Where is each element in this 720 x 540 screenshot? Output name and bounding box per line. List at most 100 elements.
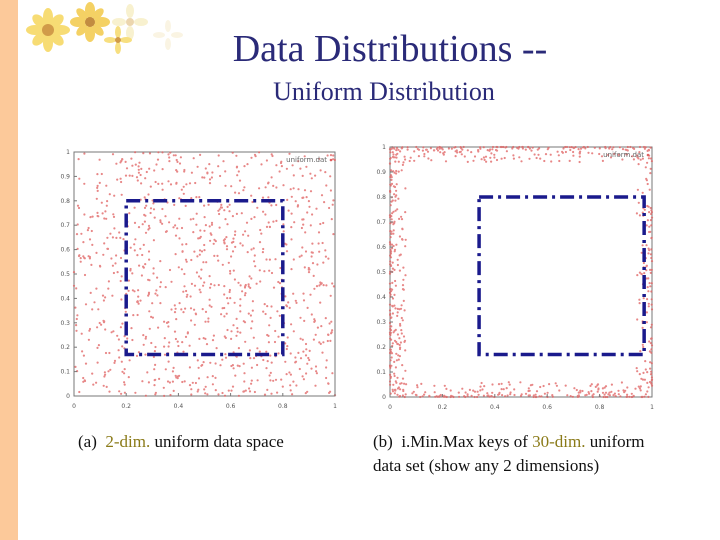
data-point <box>307 271 311 274</box>
data-point <box>631 155 634 158</box>
data-point <box>201 176 204 179</box>
data-point <box>322 284 325 287</box>
data-point <box>625 153 629 156</box>
data-point <box>609 156 613 159</box>
data-point <box>303 266 306 269</box>
data-point <box>645 224 648 227</box>
data-point <box>455 149 458 152</box>
data-point <box>92 383 95 386</box>
data-point <box>118 356 121 359</box>
data-point <box>306 306 309 309</box>
data-point <box>639 385 642 388</box>
data-point <box>156 294 159 297</box>
data-point <box>154 363 157 366</box>
data-point <box>193 308 196 311</box>
data-point <box>534 395 537 399</box>
data-point <box>209 286 212 289</box>
data-point <box>533 153 536 156</box>
data-point <box>231 250 235 253</box>
data-point <box>650 236 653 239</box>
data-point <box>398 235 401 238</box>
data-point <box>324 249 327 252</box>
data-point <box>398 217 401 220</box>
data-point <box>454 155 457 158</box>
data-point <box>301 375 304 378</box>
data-point <box>600 155 604 158</box>
data-point <box>389 254 392 257</box>
data-point <box>167 153 170 156</box>
data-point <box>256 206 259 209</box>
data-point <box>314 174 317 177</box>
data-point <box>228 203 231 206</box>
data-point <box>436 149 440 152</box>
data-point <box>332 285 335 288</box>
data-point <box>171 370 174 373</box>
data-point <box>165 230 168 233</box>
data-point <box>150 341 153 345</box>
data-point <box>315 207 318 210</box>
data-point <box>488 149 491 152</box>
data-point <box>396 314 399 317</box>
data-point <box>624 148 627 151</box>
data-point <box>247 283 250 286</box>
data-point <box>400 218 404 221</box>
data-point <box>101 294 105 297</box>
data-point <box>536 148 539 151</box>
data-point <box>390 290 393 293</box>
data-point <box>388 241 392 244</box>
data-point <box>645 321 648 324</box>
data-point <box>148 327 151 330</box>
data-point <box>175 158 178 162</box>
data-point <box>390 218 393 221</box>
data-point <box>650 370 653 373</box>
data-point <box>389 375 392 378</box>
data-point <box>270 392 273 395</box>
data-point <box>650 376 653 379</box>
data-point <box>389 359 392 362</box>
data-point <box>427 157 430 160</box>
data-point <box>650 384 654 387</box>
data-point <box>207 317 210 320</box>
data-point <box>390 250 393 253</box>
data-point <box>479 389 482 392</box>
data-point <box>179 156 182 159</box>
data-point <box>131 289 134 292</box>
data-point <box>262 247 265 251</box>
data-point <box>644 360 647 363</box>
data-point <box>129 246 132 249</box>
data-point <box>447 147 450 150</box>
data-point <box>159 302 162 305</box>
data-point <box>176 170 179 173</box>
data-point <box>88 327 92 331</box>
data-point <box>390 200 393 203</box>
data-point <box>608 391 611 394</box>
data-point <box>111 153 115 156</box>
data-point <box>141 380 144 383</box>
data-point <box>178 374 181 377</box>
data-point <box>646 371 649 374</box>
data-point <box>175 181 178 184</box>
data-point <box>172 389 175 392</box>
data-point <box>212 242 215 245</box>
data-point <box>390 232 393 235</box>
data-point <box>287 301 290 304</box>
data-point <box>319 169 322 172</box>
data-point <box>319 222 322 226</box>
data-point <box>505 387 508 390</box>
data-point <box>482 394 485 397</box>
data-point <box>184 258 188 261</box>
data-point <box>221 391 224 395</box>
data-point <box>217 393 220 396</box>
data-point <box>88 329 91 332</box>
data-point <box>167 325 170 328</box>
data-point <box>596 390 599 393</box>
data-point <box>142 152 145 155</box>
data-point <box>121 345 124 348</box>
data-point <box>647 252 650 255</box>
data-point <box>454 146 457 149</box>
data-point <box>458 395 461 398</box>
data-point <box>142 265 145 268</box>
data-point <box>463 155 466 158</box>
data-point <box>388 282 392 285</box>
data-point <box>103 242 106 245</box>
